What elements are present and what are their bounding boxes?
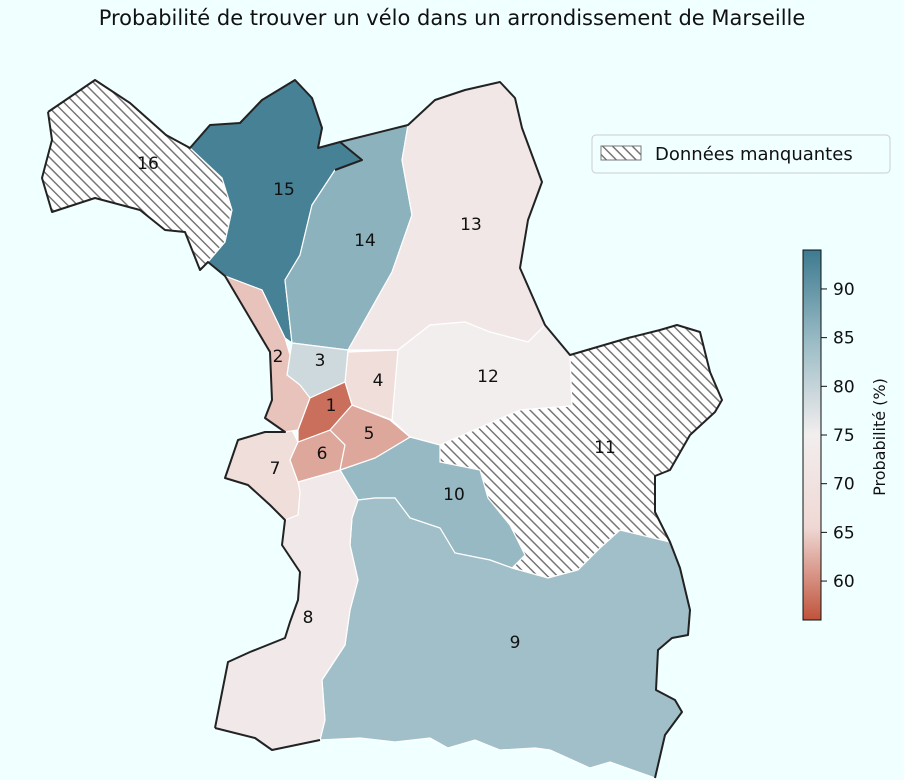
map-title: Probabilité de trouver un vélo dans un a… xyxy=(98,6,806,30)
colorbar-tick-label: 60 xyxy=(833,572,855,592)
legend: Données manquantes xyxy=(591,134,891,174)
colorbar-tick-label: 75 xyxy=(833,426,855,446)
colorbar-tick-label: 65 xyxy=(833,523,855,543)
district-label-1: 1 xyxy=(326,396,337,416)
colorbar: 90 85 80 75 70 65 60 Probabilité (%) xyxy=(802,249,889,621)
city-outline xyxy=(41,79,723,779)
district-label-9: 9 xyxy=(510,633,521,653)
colorbar-tick-label: 70 xyxy=(833,475,855,495)
colorbar-tick-label: 85 xyxy=(833,329,855,349)
districts-layer xyxy=(41,79,723,779)
district-label-3: 3 xyxy=(315,351,326,371)
district-label-6: 6 xyxy=(317,444,328,464)
district-label-15: 15 xyxy=(273,180,295,200)
colorbar-tick-label: 80 xyxy=(833,377,855,397)
legend-label: Données manquantes xyxy=(655,144,853,165)
district-label-10: 10 xyxy=(443,485,465,505)
colorbar-label: Probabilité (%) xyxy=(870,378,889,496)
missing-data-swatch xyxy=(600,145,642,161)
district-label-12: 12 xyxy=(477,367,499,387)
district-label-4: 4 xyxy=(373,371,384,391)
district-label-2: 2 xyxy=(273,347,284,367)
district-label-7: 7 xyxy=(270,459,281,479)
district-label-5: 5 xyxy=(364,424,375,444)
district-label-11: 11 xyxy=(594,438,616,458)
district-label-16: 16 xyxy=(137,154,159,174)
colorbar-ticks: 90 85 80 75 70 65 60 xyxy=(821,280,855,592)
colorbar-tick-label: 90 xyxy=(833,280,855,300)
colorbar-gradient xyxy=(802,249,822,621)
district-label-14: 14 xyxy=(354,231,376,251)
district-label-8: 8 xyxy=(303,608,314,628)
legend-box xyxy=(591,134,891,174)
district-1[interactable] xyxy=(297,381,353,443)
district-label-13: 13 xyxy=(460,215,482,235)
